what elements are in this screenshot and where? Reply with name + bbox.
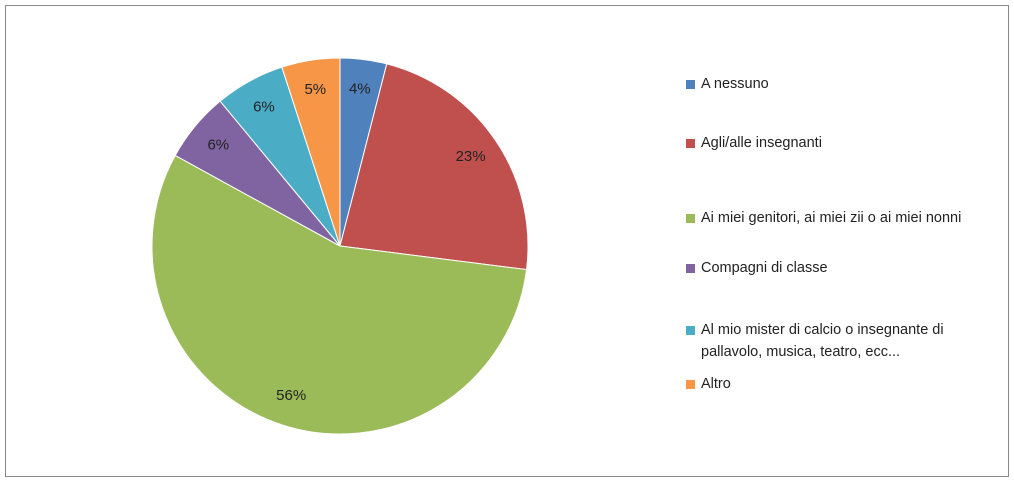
data-label: 4% xyxy=(349,80,371,97)
legend-label: A nessuno xyxy=(701,76,769,92)
pie-slice xyxy=(151,154,528,435)
legend-swatch xyxy=(686,80,695,89)
legend-swatch xyxy=(686,380,695,389)
legend-swatch xyxy=(686,139,695,148)
legend-item: Altro xyxy=(686,373,1004,395)
pie-slice xyxy=(339,63,529,271)
data-label: 6% xyxy=(253,99,275,116)
legend-item: A nessuno xyxy=(686,73,1004,95)
data-label: 6% xyxy=(207,136,229,153)
data-label: 23% xyxy=(456,148,486,165)
data-label: 5% xyxy=(304,81,326,98)
legend-swatch xyxy=(686,264,695,273)
legend-swatch xyxy=(686,326,695,335)
legend-label: Altro xyxy=(701,376,731,392)
legend-item: Agli/alle insegnanti xyxy=(686,132,1004,154)
legend-item: Compagni di classe xyxy=(686,257,1004,279)
legend-label: Ai miei genitori, ai miei zii o ai miei … xyxy=(701,210,962,226)
data-label: 56% xyxy=(276,387,306,404)
legend-item: Ai miei genitori, ai miei zii o ai miei … xyxy=(686,207,1004,229)
legend-item: Al mio mister di calcio o insegnante di … xyxy=(686,319,1004,363)
legend-swatch xyxy=(686,214,695,223)
legend-label: Compagni di classe xyxy=(701,260,828,276)
legend-label: Al mio mister di calcio o insegnante di … xyxy=(701,322,944,360)
pie-slice xyxy=(281,57,341,247)
legend-label: Agli/alle insegnanti xyxy=(701,135,822,151)
